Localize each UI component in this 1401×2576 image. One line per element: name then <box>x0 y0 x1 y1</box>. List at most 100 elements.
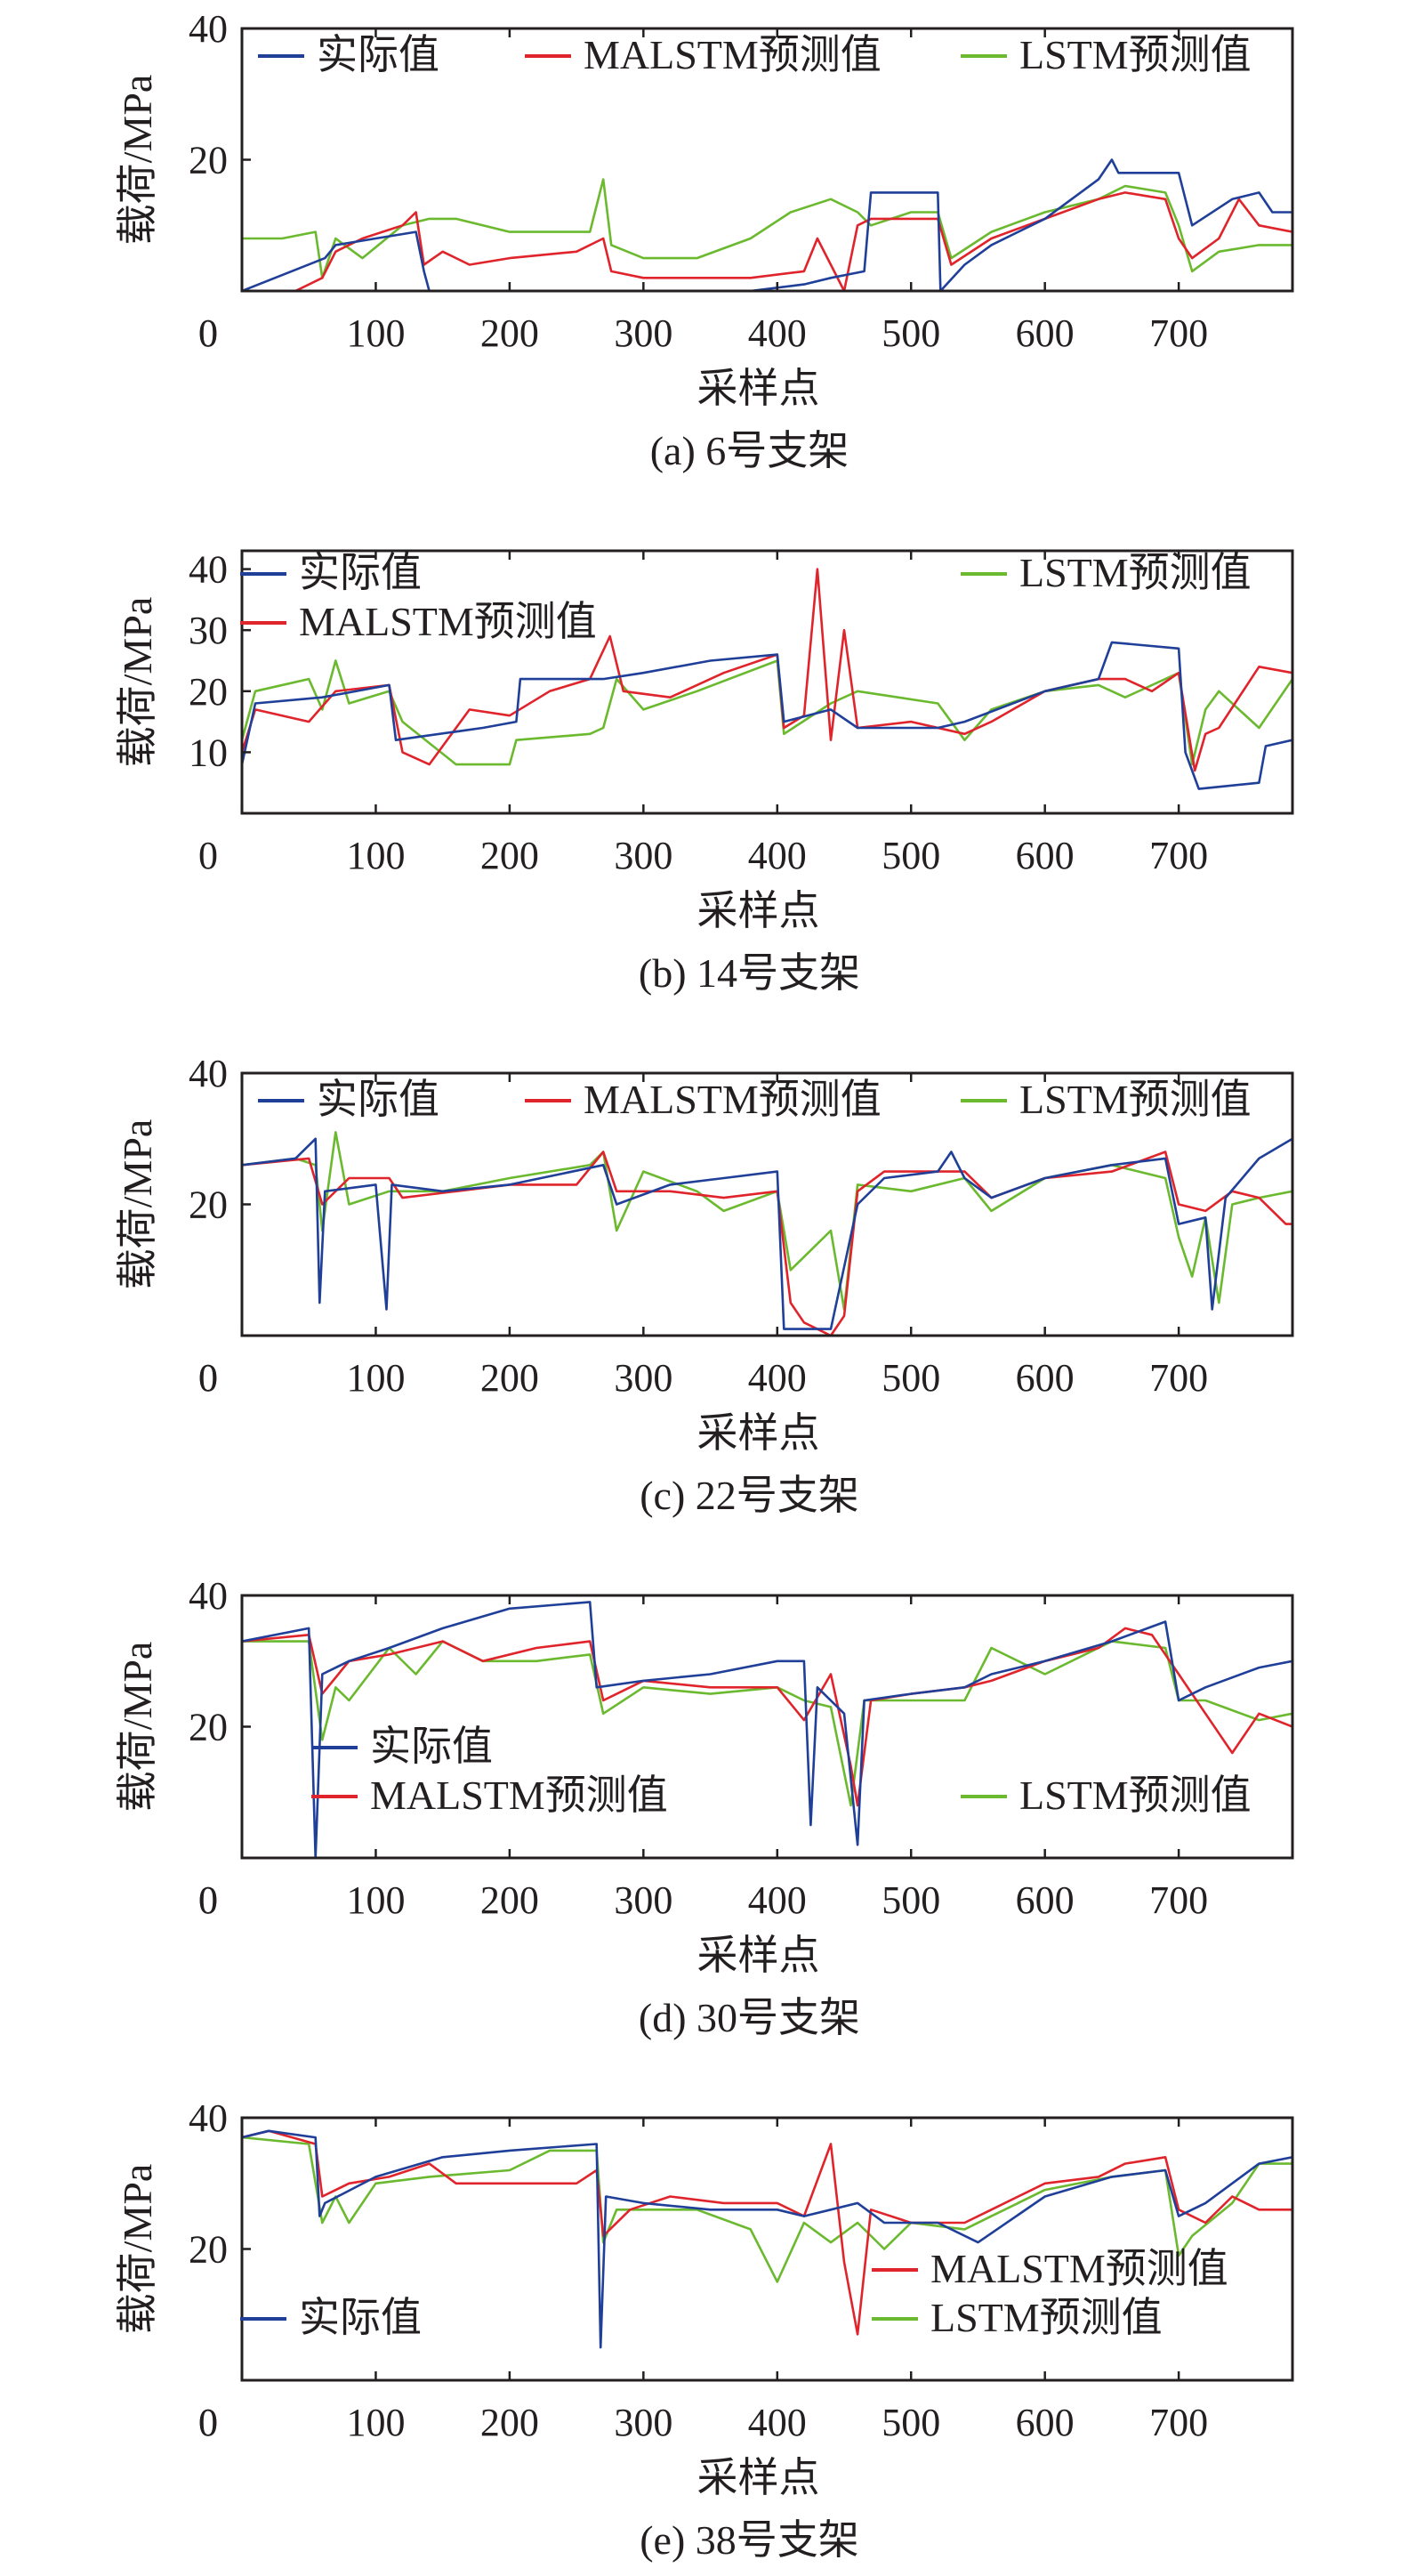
series-line-actual <box>242 1137 1292 1330</box>
legend-label-malstm: MALSTM预测值 <box>584 1077 882 1122</box>
chart-panel: 0 100 200 300 400 500 600 70002040载荷/MPa采样点(a) … <box>115 7 1294 473</box>
y-tick-label: 20 <box>189 670 228 714</box>
panel-caption: (c) 22号支架 <box>640 1473 859 1518</box>
series-line-lstm <box>242 659 1292 766</box>
x-tick-label: 600 <box>1016 2401 1075 2444</box>
series-line-actual <box>242 1601 1292 1858</box>
x-tick-label: 600 <box>1016 311 1075 355</box>
x-tick-label: 400 <box>748 834 807 877</box>
plot-frame <box>240 549 1294 815</box>
legend-label-malstm: MALSTM预测值 <box>299 599 597 644</box>
x-tick-label: 500 <box>882 834 940 877</box>
panel-caption: (d) 30号支架 <box>639 1995 860 2040</box>
legend-label-malstm: MALSTM预测值 <box>584 32 882 77</box>
x-tick-label: 600 <box>1016 834 1075 877</box>
y-tick-label: 0 <box>198 1356 218 1400</box>
x-tick-label: 200 <box>480 311 539 355</box>
y-axis-title: 载荷/MPa <box>115 2164 160 2335</box>
legend-label-malstm: MALSTM预测值 <box>370 1773 668 1818</box>
x-tick-label: 200 <box>480 1356 539 1400</box>
y-tick-label: 20 <box>189 139 228 182</box>
x-tick-label: 300 <box>614 311 672 355</box>
x-tick-label: 200 <box>480 834 539 877</box>
x-tick-label: 400 <box>748 311 807 355</box>
y-tick-label: 20 <box>189 1183 228 1227</box>
y-tick-label: 20 <box>189 1706 228 1749</box>
panel-caption: (a) 6号支架 <box>650 428 849 473</box>
x-tick-label: 300 <box>614 1878 672 1922</box>
x-tick-label: 0 <box>198 1356 218 1400</box>
legend-label-lstm: LSTM预测值 <box>930 2295 1163 2340</box>
y-tick-label: 10 <box>189 731 228 774</box>
y-tick-label: 40 <box>189 2096 228 2140</box>
series-line-lstm <box>242 1131 1292 1311</box>
x-tick-label: 400 <box>748 1878 807 1922</box>
legend-label-lstm: LSTM预测值 <box>1019 1773 1252 1818</box>
y-axis-title: 载荷/MPa <box>115 1642 160 1813</box>
y-axis-title: 载荷/MPa <box>115 597 160 768</box>
chart-panel: 0 100 200 300 400 500 600 70002040载荷/MPa采样点(d) … <box>115 1574 1294 2040</box>
x-tick-label: 0 <box>198 1878 218 1922</box>
legend-label-actual: 实际值 <box>317 1077 439 1122</box>
series-line-malstm <box>242 191 1292 291</box>
x-tick-label: 700 <box>1149 311 1208 355</box>
y-tick-label: 40 <box>189 548 228 592</box>
x-tick-label: 100 <box>346 1356 405 1400</box>
x-tick-label: 100 <box>346 311 405 355</box>
y-axis-title: 载荷/MPa <box>115 75 160 246</box>
x-axis-title: 采样点 <box>697 366 820 411</box>
x-tick-label: 700 <box>1149 2401 1208 2444</box>
legend-label-malstm: MALSTM预测值 <box>930 2246 1228 2291</box>
x-axis-title: 采样点 <box>697 888 820 933</box>
legend-label-actual: 实际值 <box>299 2295 422 2340</box>
chart-panel: 0 100 200 300 400 500 600 70002040载荷/MPa采样点(e) … <box>115 2096 1294 2563</box>
legend: 实际值 MALSTM预测值 LSTM预测值 <box>258 1077 1252 1122</box>
y-tick-label: 40 <box>189 1052 228 1095</box>
legend-label-lstm: LSTM预测值 <box>1019 550 1252 595</box>
x-axis-title: 采样点 <box>697 1410 820 1456</box>
x-tick-label: 0 <box>198 2401 218 2444</box>
y-tick-label: 40 <box>189 1574 228 1618</box>
x-tick-label: 100 <box>346 834 405 877</box>
x-tick-label: 500 <box>882 1356 940 1400</box>
x-tick-label: 200 <box>480 2401 539 2444</box>
x-tick-label: 300 <box>614 1356 672 1400</box>
x-tick-label: 0 <box>198 311 218 355</box>
x-tick-label: 700 <box>1149 834 1208 877</box>
x-axis-title: 采样点 <box>697 2455 820 2500</box>
series-line-actual <box>242 641 1292 790</box>
y-tick-label: 30 <box>189 609 228 652</box>
legend-label-actual: 实际值 <box>299 550 422 595</box>
x-tick-label: 500 <box>882 2401 940 2444</box>
x-tick-label: 400 <box>748 1356 807 1400</box>
y-tick-label: 0 <box>198 1878 218 1922</box>
x-tick-label: 300 <box>614 834 672 877</box>
x-tick-label: 100 <box>346 2401 405 2444</box>
x-tick-label: 500 <box>882 311 940 355</box>
x-tick-label: 700 <box>1149 1878 1208 1922</box>
panel-caption: (e) 38号支架 <box>640 2517 859 2563</box>
y-tick-label: 0 <box>198 2401 218 2444</box>
series-line-malstm <box>242 1627 1292 1807</box>
series-line-actual <box>242 2129 1292 2349</box>
x-tick-label: 100 <box>346 1878 405 1922</box>
legend-label-lstm: LSTM预测值 <box>1019 1077 1252 1122</box>
panel-caption: (b) 14号支架 <box>639 950 860 996</box>
x-tick-label: 600 <box>1016 1356 1075 1400</box>
x-tick-label: 300 <box>614 2401 672 2444</box>
chart-panel: 0 100 200 300 400 500 600 700 10 20 30 40 载荷/MPa 采样点 (… <box>115 548 1294 996</box>
y-axis-title: 载荷/MPa <box>115 1119 160 1290</box>
x-tick-label: 200 <box>480 1878 539 1922</box>
x-tick-label: 600 <box>1016 1878 1075 1922</box>
chart-panel: 0 100 200 300 400 500 600 70002040载荷/MPa采样点(c) … <box>115 1052 1294 1518</box>
legend-label-actual: 实际值 <box>370 1724 493 1769</box>
legend-label-lstm: LSTM预测值 <box>1019 32 1252 77</box>
series-line-actual <box>242 158 1292 291</box>
x-tick-label: 500 <box>882 1878 940 1922</box>
series-line-malstm <box>242 1151 1292 1336</box>
legend-label-actual: 实际值 <box>317 32 439 77</box>
